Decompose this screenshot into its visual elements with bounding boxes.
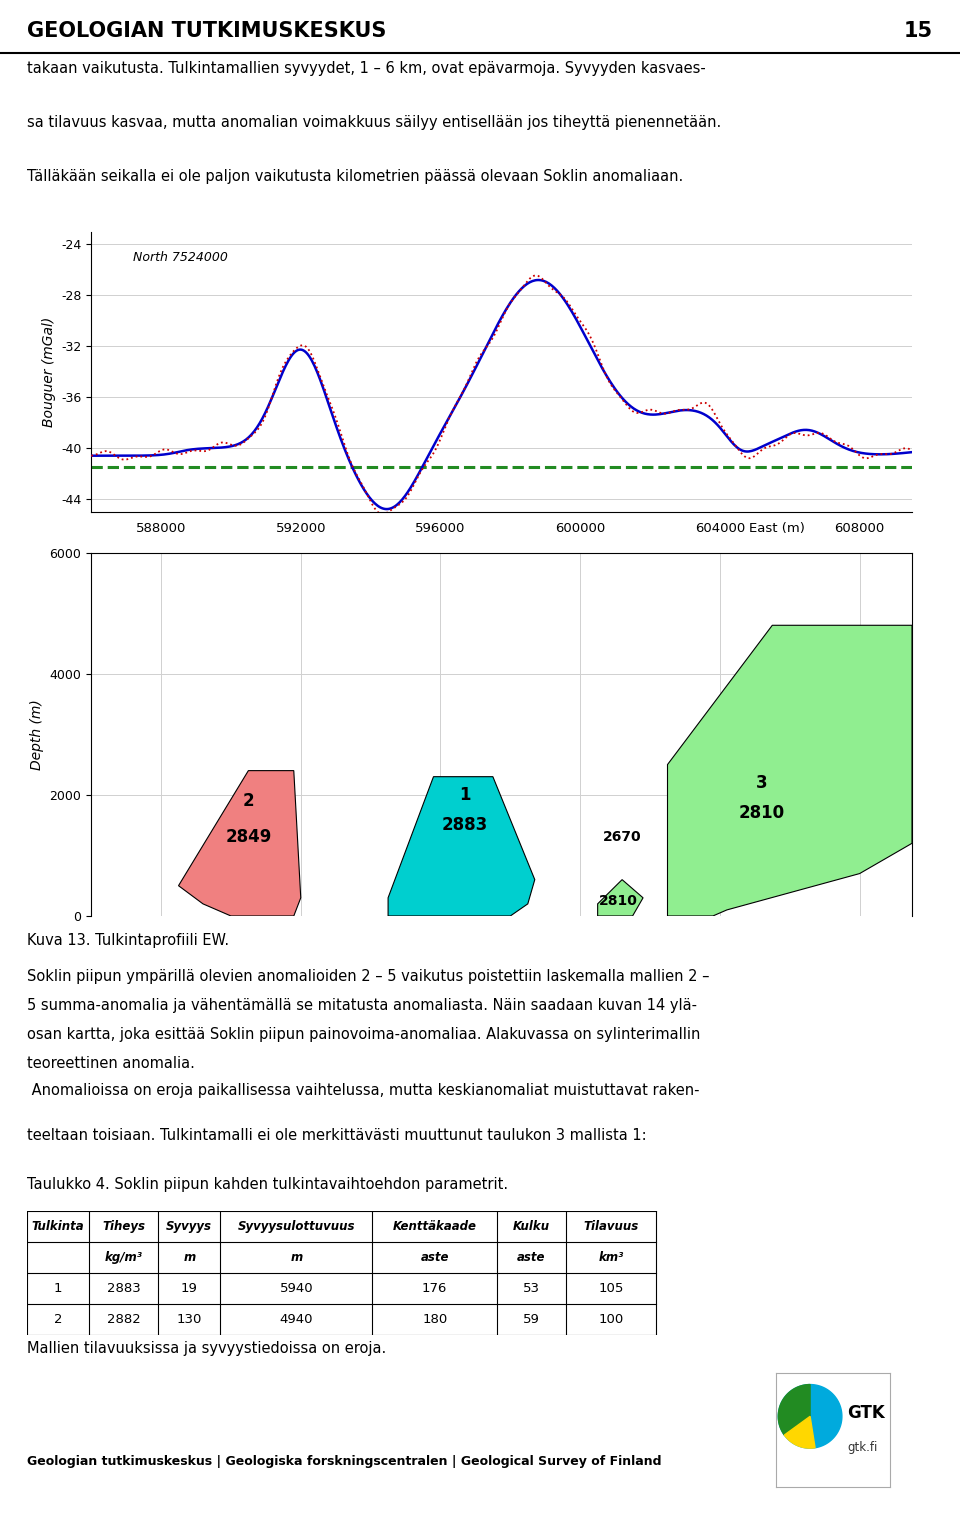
Text: 2670: 2670	[603, 830, 641, 845]
Polygon shape	[598, 880, 643, 916]
Text: 53: 53	[523, 1282, 540, 1296]
Text: East (m): East (m)	[749, 522, 804, 534]
Text: teeltaan toisiaan. Tulkintamalli ei ole merkittävästi muuttunut taulukon 3 malli: teeltaan toisiaan. Tulkintamalli ei ole …	[27, 1128, 646, 1143]
Text: Syvyysulottuvuus: Syvyysulottuvuus	[238, 1220, 355, 1234]
Text: 1: 1	[54, 1282, 62, 1296]
Text: 130: 130	[177, 1313, 202, 1326]
Text: sa tilavuus kasvaa, mutta anomalian voimakkuus säilyy entisellään jos tiheyttä p: sa tilavuus kasvaa, mutta anomalian voim…	[27, 115, 721, 130]
Text: 19: 19	[180, 1282, 198, 1296]
Text: takaan vaikutusta. Tulkintamallien syvyydet, 1 – 6 km, ovat epävarmoja. Syvyyden: takaan vaikutusta. Tulkintamallien syvyy…	[27, 61, 706, 76]
Text: 2810: 2810	[739, 804, 785, 822]
Text: Tiheys: Tiheys	[102, 1220, 145, 1234]
Polygon shape	[667, 625, 912, 916]
Text: Taulukko 4. Soklin piipun kahden tulkintavaihtoehdon parametrit.: Taulukko 4. Soklin piipun kahden tulkint…	[27, 1178, 508, 1192]
Polygon shape	[784, 1417, 815, 1447]
Text: Tälläkään seikalla ei ole paljon vaikutusta kilometrien päässä olevaan Soklin an: Tälläkään seikalla ei ole paljon vaikutu…	[27, 168, 684, 183]
Text: 592000: 592000	[276, 522, 326, 534]
Text: 608000: 608000	[834, 522, 885, 534]
Text: aste: aste	[420, 1251, 449, 1264]
Text: 105: 105	[598, 1282, 624, 1296]
Polygon shape	[179, 771, 300, 916]
Polygon shape	[779, 1385, 842, 1447]
Text: 2883: 2883	[107, 1282, 140, 1296]
Text: 15: 15	[904, 21, 933, 41]
Text: 2: 2	[54, 1313, 62, 1326]
Text: 2882: 2882	[107, 1313, 140, 1326]
Text: teoreettinen anomalia.: teoreettinen anomalia.	[27, 1055, 195, 1070]
Text: 2810: 2810	[599, 893, 638, 908]
Text: 2: 2	[243, 792, 254, 810]
Text: 2849: 2849	[226, 828, 272, 846]
Text: 176: 176	[422, 1282, 447, 1296]
Text: 4940: 4940	[279, 1313, 313, 1326]
Text: gtk.fi: gtk.fi	[848, 1440, 878, 1453]
Polygon shape	[388, 777, 535, 916]
Text: kg/m³: kg/m³	[105, 1251, 143, 1264]
Text: 2883: 2883	[442, 816, 488, 834]
Text: m: m	[183, 1251, 196, 1264]
Text: Kuva 13. Tulkintaprofiili EW.: Kuva 13. Tulkintaprofiili EW.	[27, 933, 229, 948]
Text: Tulkinta: Tulkinta	[32, 1220, 84, 1234]
Text: Mallien tilavuuksissa ja syvyystiedoissa on eroja.: Mallien tilavuuksissa ja syvyystiedoissa…	[27, 1341, 386, 1355]
Text: 604000: 604000	[695, 522, 745, 534]
Text: Syvyys: Syvyys	[166, 1220, 212, 1234]
Text: km³: km³	[598, 1251, 624, 1264]
Text: m: m	[290, 1251, 302, 1264]
Y-axis label: Bouguer (mGal): Bouguer (mGal)	[41, 316, 56, 427]
Text: Anomalioissa on eroja paikallisessa vaihtelussa, mutta keskianomaliat muistuttav: Anomalioissa on eroja paikallisessa vaih…	[27, 1083, 700, 1098]
Text: Kulku: Kulku	[513, 1220, 550, 1234]
Text: Tilavuus: Tilavuus	[584, 1220, 638, 1234]
Text: Geologian tutkimuskeskus | Geologiska forskningscentralen | Geological Survey of: Geologian tutkimuskeskus | Geologiska fo…	[27, 1455, 661, 1467]
Text: osan kartta, joka esittää Soklin piipun painovoima-anomaliaa. Alakuvassa on syli: osan kartta, joka esittää Soklin piipun …	[27, 1026, 700, 1042]
Text: GTK: GTK	[848, 1403, 885, 1422]
Y-axis label: Depth (m): Depth (m)	[30, 699, 44, 769]
Text: Kenttäkaade: Kenttäkaade	[393, 1220, 477, 1234]
Text: aste: aste	[517, 1251, 545, 1264]
Polygon shape	[779, 1384, 810, 1435]
Text: 5940: 5940	[279, 1282, 313, 1296]
Text: Soklin piipun ympärillä olevien anomalioiden 2 – 5 vaikutus poistettiin laskemal: Soklin piipun ympärillä olevien anomalio…	[27, 969, 709, 984]
Text: 180: 180	[422, 1313, 447, 1326]
Text: 596000: 596000	[416, 522, 466, 534]
Text: 100: 100	[598, 1313, 624, 1326]
Text: 5 summa-anomalia ja vähentämällä se mitatusta anomaliasta. Näin saadaan kuvan 14: 5 summa-anomalia ja vähentämällä se mita…	[27, 998, 697, 1013]
Text: North 7524000: North 7524000	[133, 251, 228, 263]
Text: 588000: 588000	[136, 522, 186, 534]
Text: 1: 1	[459, 786, 470, 804]
Text: GEOLOGIAN TUTKIMUSKESKUS: GEOLOGIAN TUTKIMUSKESKUS	[27, 21, 386, 41]
Text: 600000: 600000	[555, 522, 606, 534]
Text: 59: 59	[523, 1313, 540, 1326]
Text: 3: 3	[756, 774, 768, 792]
